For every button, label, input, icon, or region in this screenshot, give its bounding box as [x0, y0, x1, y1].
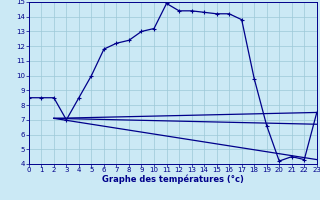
- X-axis label: Graphe des températures (°c): Graphe des températures (°c): [102, 175, 244, 184]
